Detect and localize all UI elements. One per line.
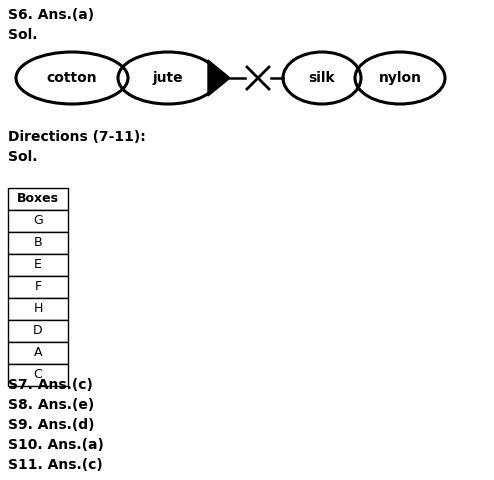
Bar — [8, 364, 68, 386]
Text: S10. Ans.(a): S10. Ans.(a) — [8, 438, 104, 452]
Text: G: G — [33, 215, 43, 228]
Text: Boxes: Boxes — [17, 192, 59, 205]
Bar — [8, 254, 68, 276]
Text: A: A — [34, 347, 42, 360]
Bar — [8, 232, 68, 254]
Bar — [8, 210, 68, 232]
Text: jute: jute — [153, 71, 183, 85]
Text: B: B — [34, 237, 42, 250]
Polygon shape — [208, 60, 230, 96]
Text: D: D — [33, 324, 43, 337]
Bar — [8, 320, 68, 342]
Text: Directions (7-11):: Directions (7-11): — [8, 130, 146, 144]
Bar — [8, 188, 68, 210]
Text: S11. Ans.(c): S11. Ans.(c) — [8, 458, 103, 472]
Bar — [8, 342, 68, 364]
Text: S7. Ans.(c): S7. Ans.(c) — [8, 378, 93, 392]
Text: Sol.: Sol. — [8, 28, 38, 42]
Text: C: C — [34, 369, 42, 382]
Text: silk: silk — [309, 71, 335, 85]
Bar — [8, 298, 68, 320]
Bar — [8, 276, 68, 298]
Text: F: F — [35, 280, 41, 293]
Text: S9. Ans.(d): S9. Ans.(d) — [8, 418, 94, 432]
Text: cotton: cotton — [47, 71, 97, 85]
Text: Sol.: Sol. — [8, 150, 38, 164]
Text: S8. Ans.(e): S8. Ans.(e) — [8, 398, 94, 412]
Text: E: E — [34, 259, 42, 272]
Text: S6. Ans.(a): S6. Ans.(a) — [8, 8, 94, 22]
Text: H: H — [33, 302, 42, 315]
Text: nylon: nylon — [378, 71, 421, 85]
